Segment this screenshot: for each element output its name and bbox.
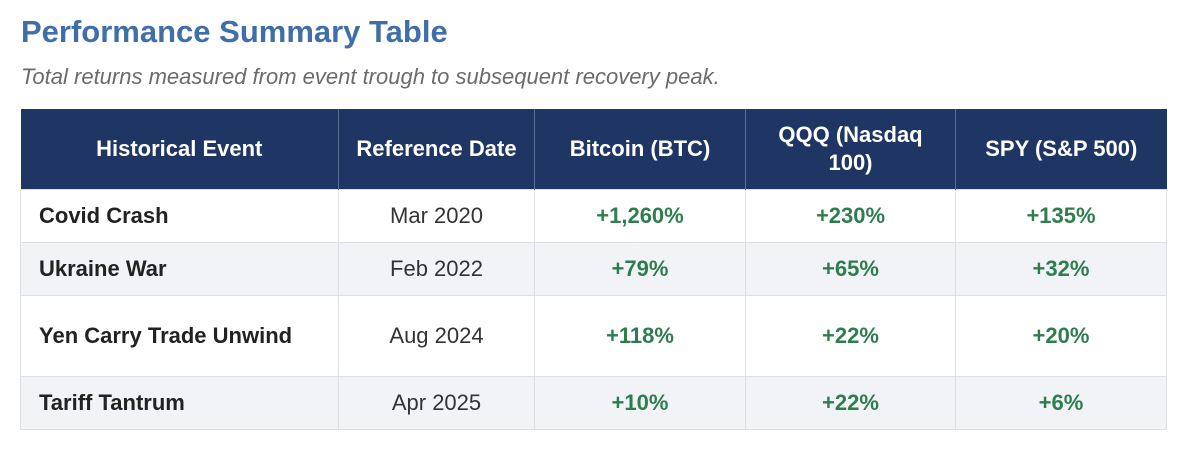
spy-return-cell: +6% [955,375,1167,430]
table-row: Ukraine War Feb 2022 +79% +65% +32% [20,241,1167,296]
btc-return-cell: +1,260% [534,188,746,243]
event-cell: Yen Carry Trade Unwind [20,294,339,377]
qqq-return-cell: +22% [745,375,956,430]
page-subtitle: Total returns measured from event trough… [21,64,720,89]
table-header: Historical Event Reference Date Bitcoin … [20,109,1167,189]
date-cell: Mar 2020 [338,188,535,243]
event-cell: Tariff Tantrum [20,375,339,430]
event-cell: Ukraine War [20,241,339,296]
spy-return-cell: +135% [955,188,1167,243]
table-row: Yen Carry Trade Unwind Aug 2024 +118% +2… [20,294,1167,377]
qqq-return-cell: +22% [745,294,956,377]
spy-return-cell: +20% [955,294,1167,377]
column-header-event: Historical Event [20,109,339,189]
spy-return-cell: +32% [955,241,1167,296]
btc-return-cell: +79% [534,241,746,296]
btc-return-cell: +118% [534,294,746,377]
table-body: Covid Crash Mar 2020 +1,260% +230% +135%… [20,188,1167,430]
column-header-date: Reference Date [338,109,535,189]
table-row: Covid Crash Mar 2020 +1,260% +230% +135% [20,188,1167,243]
column-header-spy: SPY (S&P 500) [955,109,1167,189]
page-title: Performance Summary Table [21,14,448,49]
column-header-qqq: QQQ (Nasdaq 100) [745,109,956,189]
table-row: Tariff Tantrum Apr 2025 +10% +22% +6% [20,375,1167,430]
performance-table: Historical Event Reference Date Bitcoin … [20,109,1167,430]
date-cell: Aug 2024 [338,294,535,377]
column-header-btc: Bitcoin (BTC) [534,109,746,189]
qqq-return-cell: +230% [745,188,956,243]
qqq-return-cell: +65% [745,241,956,296]
date-cell: Feb 2022 [338,241,535,296]
date-cell: Apr 2025 [338,375,535,430]
btc-return-cell: +10% [534,375,746,430]
event-cell: Covid Crash [20,188,339,243]
header-row: Historical Event Reference Date Bitcoin … [20,109,1167,189]
